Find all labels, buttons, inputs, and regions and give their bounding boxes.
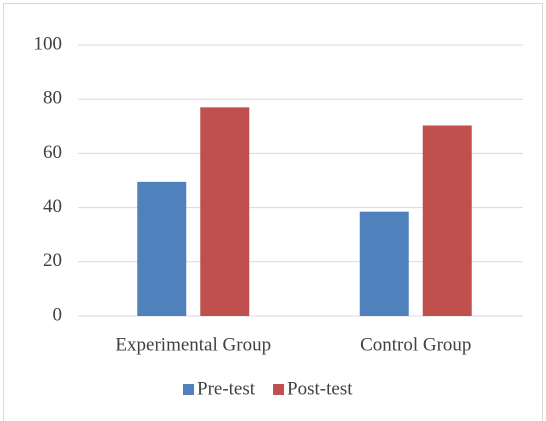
- y-tick-label: 40: [43, 196, 62, 217]
- legend-label: Pre-test: [197, 378, 256, 399]
- y-tick-label: 20: [43, 250, 62, 271]
- bar: [200, 107, 250, 316]
- legend-swatch: [273, 384, 285, 395]
- legend-label: Post-test: [287, 378, 353, 399]
- y-tick-label: 0: [53, 304, 63, 325]
- bar: [359, 211, 409, 316]
- x-tick-label: Experimental Group: [115, 334, 271, 355]
- y-tick-label: 60: [43, 142, 62, 163]
- bar: [422, 125, 472, 316]
- y-tick-label: 80: [43, 88, 62, 109]
- y-tick-label: 100: [34, 33, 63, 54]
- bar: [137, 181, 187, 316]
- legend-swatch: [183, 384, 194, 395]
- x-tick-label: Control Group: [360, 334, 471, 355]
